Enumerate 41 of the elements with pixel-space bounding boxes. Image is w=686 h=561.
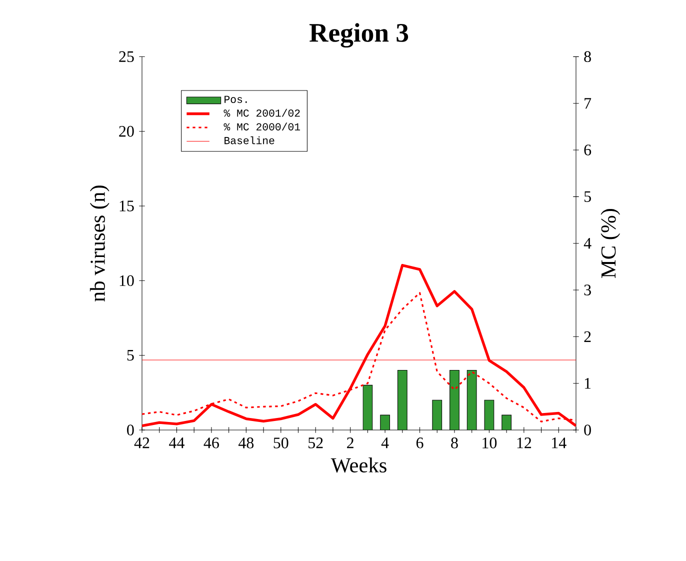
- bar: [502, 414, 512, 430]
- x-tick-label: 14: [552, 438, 566, 448]
- y2-tick-label: 5: [584, 191, 591, 202]
- legend-label: % MC 2000/01: [224, 122, 300, 130]
- y-tick-label: 15: [120, 200, 134, 212]
- y2-tick-label: 4: [584, 238, 592, 249]
- legend-label: Pos.: [224, 96, 247, 104]
- y-tick-label: 10: [120, 275, 134, 286]
- legend-label: % MC 2001/02: [224, 108, 300, 117]
- x-tick-label: 6: [416, 438, 424, 448]
- y-tick-label: 25: [119, 51, 134, 62]
- y2-axis-title: MC (%): [600, 209, 620, 278]
- chart-title: Region 3: [309, 23, 408, 48]
- x-tick-label: 48: [238, 438, 254, 448]
- x-tick-label: 52: [308, 438, 323, 448]
- x-tick-label: 44: [169, 438, 184, 448]
- y-tick-label: 5: [127, 350, 134, 361]
- legend-label: Baseline: [224, 136, 274, 144]
- x-tick-label: 4: [381, 438, 389, 448]
- x-tick-label: 50: [274, 438, 288, 448]
- line-series: [142, 264, 576, 428]
- x-tick-label: 10: [482, 438, 497, 448]
- x-axis-title: Weeks: [330, 458, 386, 473]
- y-axis-title: nb viruses (n): [90, 186, 110, 302]
- y2-tick-label: 6: [584, 144, 592, 156]
- y2-tick-label: 3: [584, 284, 591, 296]
- y2-tick-label: 0: [584, 424, 591, 436]
- x-tick-label: 46: [204, 438, 219, 448]
- y2-tick-label: 2: [584, 331, 591, 342]
- x-tick-label: 42: [134, 438, 150, 448]
- y2-tick-label: 8: [584, 51, 591, 62]
- bar: [450, 370, 460, 430]
- x-tick-label: 12: [517, 438, 532, 448]
- y2-tick-label: 1: [584, 378, 591, 389]
- y-tick-label: 20: [119, 126, 134, 137]
- y-tick-label: 0: [127, 424, 134, 436]
- bar: [398, 370, 408, 430]
- x-tick-label: 2: [347, 438, 354, 448]
- y2-tick-label: 7: [584, 98, 592, 109]
- bar: [380, 415, 390, 430]
- x-tick-label: 8: [451, 438, 458, 448]
